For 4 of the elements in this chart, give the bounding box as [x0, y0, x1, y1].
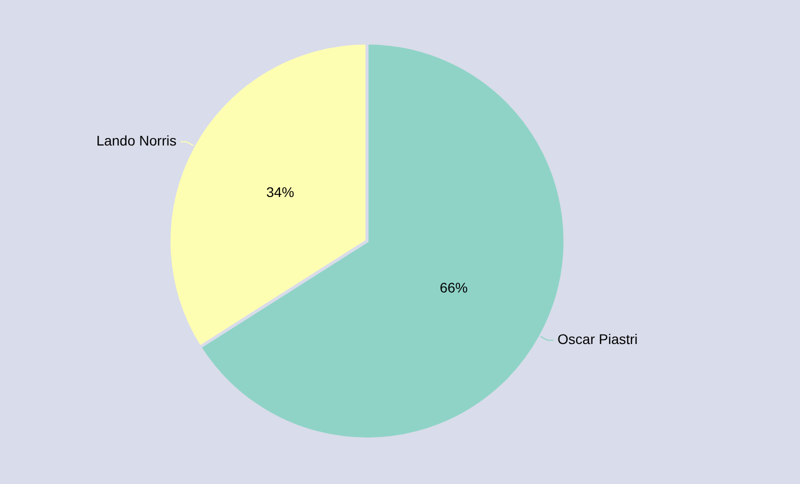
- data-label: 66%: [440, 279, 468, 296]
- slice-label: Lando Norris: [96, 132, 176, 148]
- data-label: 34%: [266, 184, 294, 200]
- slice-label: Oscar Piastri: [558, 330, 638, 347]
